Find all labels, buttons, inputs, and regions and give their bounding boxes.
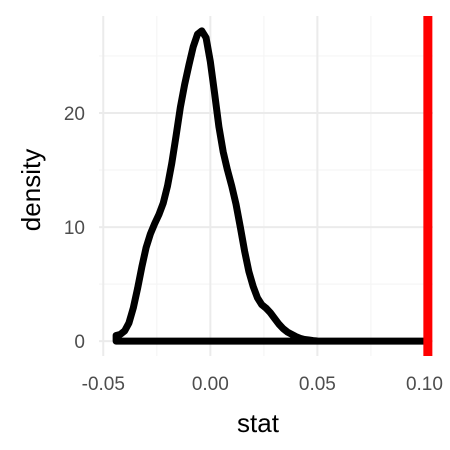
x-tick-label: 0.00 (192, 374, 229, 395)
y-tick-labels: 0 10 20 (64, 104, 85, 353)
x-tick-label: 0.05 (299, 374, 336, 395)
y-tick-label: 0 (74, 332, 85, 353)
y-tick-label: 20 (64, 104, 85, 125)
y-axis-title: density (16, 149, 46, 231)
x-tick-label: -0.05 (82, 374, 125, 395)
x-tick-labels: -0.05 0.00 0.05 0.10 (82, 374, 443, 395)
x-tick-label: 0.10 (406, 374, 443, 395)
x-axis-title: stat (237, 408, 280, 438)
series-layer (112, 27, 428, 345)
y-tick-label: 10 (64, 218, 85, 239)
grid-minor (99, 16, 433, 356)
density-curve (112, 27, 428, 345)
